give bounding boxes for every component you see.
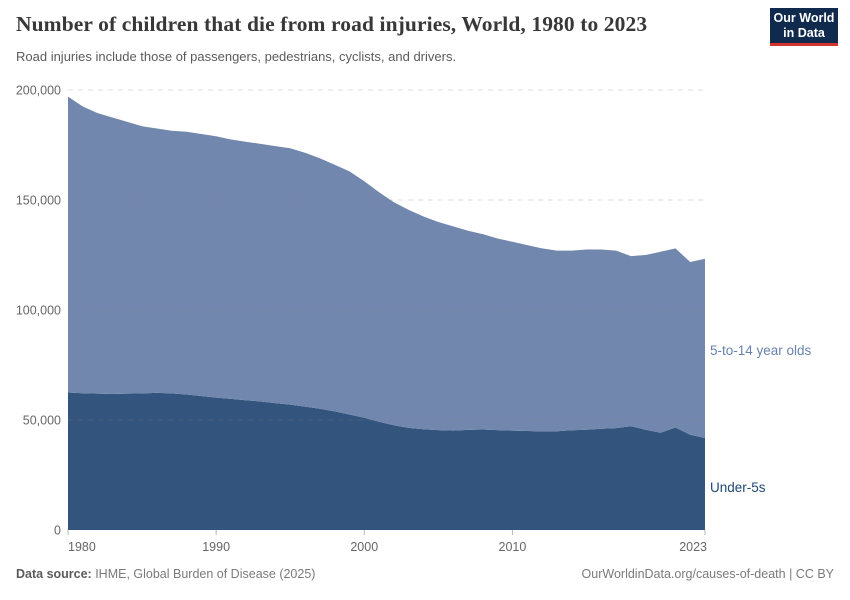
- y-axis-tick-label: 200,000: [16, 84, 61, 98]
- x-axis-tick-label: 1980: [68, 540, 96, 554]
- footer-links: OurWorldinData.org/causes-of-death | CC …: [582, 567, 834, 581]
- owid-logo-line2: in Data: [783, 25, 825, 40]
- series-label-under-5s: Under-5s: [710, 480, 766, 495]
- chart-subtitle: Road injuries include those of passenger…: [16, 49, 457, 64]
- data-source-value: IHME, Global Burden of Disease (2025): [91, 567, 316, 581]
- data-source-note: Data source: IHME, Global Burden of Dise…: [16, 567, 315, 581]
- license-link[interactable]: CC BY: [795, 567, 834, 581]
- x-axis-tick-label: 2000: [350, 540, 378, 554]
- x-axis-tick-label: 2023: [679, 540, 707, 554]
- owid-logo[interactable]: Our World in Data: [770, 8, 838, 46]
- owid-url-link[interactable]: OurWorldinData.org/causes-of-death: [581, 567, 786, 581]
- area-5-to-14[interactable]: [68, 96, 705, 438]
- y-axis-tick-label: 0: [54, 524, 61, 538]
- chart-footer: Data source: IHME, Global Burden of Dise…: [0, 567, 850, 581]
- y-axis-tick-label: 50,000: [23, 414, 61, 428]
- area-under-5s[interactable]: [68, 392, 705, 531]
- series-label-5-to-14: 5-to-14 year olds: [710, 343, 812, 358]
- data-source-label: Data source:: [16, 567, 92, 581]
- owid-logo-line1: Our World: [773, 10, 835, 25]
- x-axis-tick-label: 2010: [499, 540, 527, 554]
- footer-separator: |: [785, 567, 796, 581]
- chart-title: Number of children that die from road in…: [16, 12, 648, 36]
- x-axis-tick-label: 1990: [202, 540, 230, 554]
- y-axis-tick-label: 100,000: [16, 304, 61, 318]
- y-axis-tick-label: 150,000: [16, 194, 61, 208]
